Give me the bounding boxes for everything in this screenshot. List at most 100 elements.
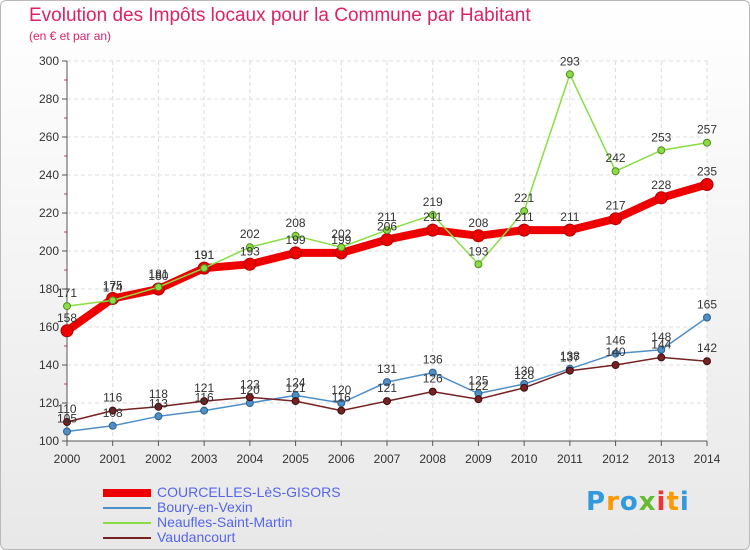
x-tick-label: 2006 xyxy=(328,452,355,466)
legend-swatch xyxy=(103,507,151,509)
data-label-boury-en-vexin: 108 xyxy=(103,406,123,420)
legend-swatch xyxy=(103,522,151,524)
data-label-neaufles-saint-martin: 293 xyxy=(560,54,580,68)
data-label-courcelles-l-s-gisors: 235 xyxy=(697,165,717,179)
data-label-boury-en-vexin: 120 xyxy=(240,383,260,397)
data-label-vaudancourt: 110 xyxy=(57,402,76,416)
logo-letter: t xyxy=(666,487,680,517)
data-label-neaufles-saint-martin: 191 xyxy=(194,248,214,262)
data-label-vaudancourt: 122 xyxy=(468,379,488,393)
y-tick-label: 300 xyxy=(39,54,59,68)
data-label-neaufles-saint-martin: 202 xyxy=(240,227,260,241)
data-label-boury-en-vexin: 125 xyxy=(468,374,488,388)
data-point-courcelles-l-s-gisors xyxy=(471,229,485,243)
data-point-boury-en-vexin xyxy=(428,368,437,377)
data-point-vaudancourt xyxy=(657,353,666,362)
data-label-courcelles-l-s-gisors: 199 xyxy=(331,233,351,247)
data-label-courcelles-l-s-gisors: 211 xyxy=(515,210,534,224)
data-point-vaudancourt xyxy=(611,361,620,369)
data-label-boury-en-vexin: 146 xyxy=(606,334,626,348)
y-tick-label: 220 xyxy=(39,206,59,220)
data-label-courcelles-l-s-gisors: 217 xyxy=(606,199,626,213)
data-point-courcelles-l-s-gisors xyxy=(243,257,257,271)
data-label-boury-en-vexin: 131 xyxy=(377,362,397,376)
data-point-neaufles-saint-martin xyxy=(154,283,163,292)
x-tick-label: 2004 xyxy=(237,452,264,466)
data-label-courcelles-l-s-gisors: 175 xyxy=(103,279,123,293)
data-point-neaufles-saint-martin xyxy=(291,231,300,240)
data-label-courcelles-l-s-gisors: 191 xyxy=(194,248,214,262)
data-label-boury-en-vexin: 120 xyxy=(331,383,351,397)
data-point-courcelles-l-s-gisors xyxy=(609,212,623,226)
data-label-courcelles-l-s-gisors: 180 xyxy=(148,269,168,283)
data-label-boury-en-vexin: 130 xyxy=(514,364,534,378)
data-label-neaufles-saint-martin: 221 xyxy=(514,191,534,205)
legend-swatch xyxy=(103,489,151,497)
data-point-boury-en-vexin xyxy=(108,421,117,430)
data-point-vaudancourt xyxy=(245,393,254,402)
data-point-boury-en-vexin xyxy=(703,313,711,322)
data-point-vaudancourt xyxy=(337,406,346,415)
proxiti-logo: Proxiti xyxy=(586,487,690,517)
data-label-vaudancourt: 116 xyxy=(332,391,351,405)
data-point-vaudancourt xyxy=(291,397,300,406)
data-label-vaudancourt: 121 xyxy=(286,381,306,395)
data-label-neaufles-saint-martin: 219 xyxy=(423,195,443,209)
x-tick-label: 2003 xyxy=(191,452,218,466)
x-tick-label: 2011 xyxy=(557,452,583,466)
data-point-neaufles-saint-martin xyxy=(520,207,529,216)
x-tick-label: 2008 xyxy=(419,452,446,466)
data-point-neaufles-saint-martin xyxy=(245,243,254,252)
data-point-courcelles-l-s-gisors xyxy=(700,178,714,191)
data-point-vaudancourt xyxy=(565,366,574,375)
data-label-neaufles-saint-martin: 208 xyxy=(286,216,306,230)
data-label-courcelles-l-s-gisors: 208 xyxy=(468,216,488,230)
data-point-neaufles-saint-martin xyxy=(337,243,346,252)
data-point-courcelles-l-s-gisors xyxy=(380,233,394,247)
data-point-vaudancourt xyxy=(154,402,163,411)
data-label-boury-en-vexin: 136 xyxy=(423,353,443,367)
data-label-vaudancourt: 118 xyxy=(149,387,168,401)
data-label-neaufles-saint-martin: 211 xyxy=(377,210,396,224)
data-point-neaufles-saint-martin xyxy=(474,260,483,269)
logo-letter: o xyxy=(619,487,639,517)
data-point-boury-en-vexin xyxy=(383,378,391,387)
data-label-boury-en-vexin: 138 xyxy=(560,349,580,363)
data-label-boury-en-vexin: 116 xyxy=(195,391,214,405)
data-point-boury-en-vexin xyxy=(63,427,71,436)
data-label-vaudancourt: 126 xyxy=(423,372,443,386)
logo-letter: x xyxy=(638,487,657,517)
x-tick-label: 2014 xyxy=(694,452,721,466)
data-label-courcelles-l-s-gisors: 193 xyxy=(240,244,260,258)
data-label-vaudancourt: 140 xyxy=(606,345,626,359)
data-label-courcelles-l-s-gisors: 206 xyxy=(377,220,397,234)
data-point-vaudancourt xyxy=(63,418,71,426)
x-tick-label: 2002 xyxy=(145,452,172,466)
data-label-vaudancourt: 142 xyxy=(697,341,717,355)
legend-label: Boury-en-Vexin xyxy=(157,499,253,515)
data-point-vaudancourt xyxy=(108,406,117,415)
y-tick-label: 240 xyxy=(39,168,59,182)
data-label-vaudancourt: 121 xyxy=(377,381,397,395)
data-label-vaudancourt: 123 xyxy=(240,377,260,391)
data-point-vaudancourt xyxy=(474,395,483,404)
data-label-boury-en-vexin: 124 xyxy=(286,375,306,389)
data-point-neaufles-saint-martin xyxy=(611,167,620,176)
data-point-courcelles-l-s-gisors xyxy=(654,191,668,205)
x-tick-label: 2005 xyxy=(282,452,309,466)
x-tick-label: 2010 xyxy=(511,452,538,466)
data-point-neaufles-saint-martin xyxy=(108,296,117,305)
x-tick-label: 2009 xyxy=(465,452,492,466)
data-point-boury-en-vexin xyxy=(611,349,620,358)
x-tick-label: 2001 xyxy=(99,452,126,466)
data-point-vaudancourt xyxy=(200,397,209,406)
data-point-boury-en-vexin xyxy=(154,412,163,421)
y-tick-label: 260 xyxy=(39,130,59,144)
legend-label: COURCELLES-LèS-GISORS xyxy=(157,484,341,500)
data-label-neaufles-saint-martin: 253 xyxy=(651,130,671,144)
data-label-vaudancourt: 137 xyxy=(560,351,580,365)
data-label-boury-en-vexin: 165 xyxy=(697,298,717,312)
data-point-neaufles-saint-martin xyxy=(63,302,71,311)
data-label-neaufles-saint-martin: 257 xyxy=(697,123,717,137)
